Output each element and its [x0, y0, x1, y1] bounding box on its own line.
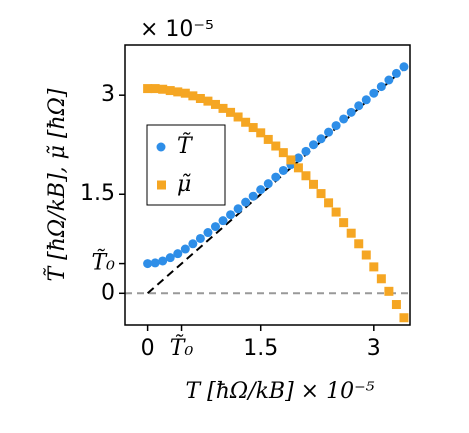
data-point	[158, 256, 168, 266]
data-point	[173, 249, 183, 259]
data-point	[188, 91, 198, 101]
y-axis-label: T̃ [ħΩ/kB], μ̃ [ħΩ]	[44, 88, 70, 281]
data-point	[278, 148, 288, 158]
data-point	[331, 121, 341, 131]
data-point	[399, 313, 409, 323]
data-point	[339, 218, 349, 228]
data-point	[226, 210, 236, 220]
data-point	[150, 258, 160, 268]
y-tick-label: 3	[101, 82, 115, 107]
data-point	[150, 84, 160, 94]
data-point	[180, 88, 190, 98]
y-tick-label: 0	[101, 280, 115, 305]
data-point	[241, 197, 251, 207]
data-point	[248, 191, 258, 201]
data-point	[278, 165, 288, 175]
data-point	[263, 134, 273, 144]
data-point	[384, 75, 394, 85]
data-point	[210, 222, 220, 232]
y-tick-label: 1.5	[80, 181, 115, 206]
data-point	[308, 179, 318, 189]
data-point	[195, 93, 205, 103]
data-point	[143, 259, 153, 269]
data-point	[369, 262, 379, 272]
legend-label: μ̃	[177, 172, 191, 197]
data-point	[165, 253, 175, 263]
x-tick-label: 0	[141, 336, 155, 361]
data-point	[361, 95, 371, 105]
data-point	[271, 141, 281, 151]
y-tick-label: T̃₀	[92, 250, 116, 276]
x-tick-label: 3	[367, 336, 381, 361]
data-point	[369, 88, 379, 98]
data-point	[376, 274, 386, 284]
data-point	[195, 233, 205, 243]
data-point	[263, 179, 273, 189]
data-point	[203, 96, 213, 106]
legend-marker	[157, 180, 166, 190]
data-point	[143, 84, 153, 94]
data-point	[203, 228, 213, 238]
data-point	[399, 62, 409, 72]
data-point	[308, 140, 318, 150]
data-point	[324, 198, 334, 208]
offset-label: × 10⁻⁵	[140, 17, 214, 42]
data-point	[210, 99, 220, 109]
data-point	[256, 185, 266, 195]
data-point	[218, 103, 228, 113]
data-point	[173, 87, 183, 97]
data-point	[226, 107, 236, 117]
data-point	[301, 146, 311, 156]
data-point	[248, 123, 258, 133]
data-point	[188, 239, 198, 249]
data-point	[331, 207, 341, 217]
data-point	[384, 286, 394, 296]
data-point	[376, 82, 386, 92]
data-point	[256, 128, 266, 138]
data-point	[354, 239, 364, 249]
legend-marker	[156, 142, 166, 152]
data-point	[324, 127, 334, 137]
data-point	[241, 117, 251, 127]
data-point	[293, 163, 303, 173]
data-point	[233, 204, 243, 214]
data-point	[361, 250, 371, 260]
data-point	[346, 107, 356, 117]
x-tick-label: T̃₀	[170, 335, 194, 361]
data-point	[286, 155, 296, 165]
data-point	[271, 172, 281, 182]
data-point	[301, 171, 311, 181]
data-point	[339, 114, 349, 124]
data-point	[316, 189, 326, 199]
data-point	[180, 244, 190, 254]
x-axis-label: T [ħΩ/kB] × 10⁻⁵	[186, 379, 375, 404]
legend-box	[146, 124, 226, 206]
data-point	[346, 228, 356, 238]
data-point	[391, 300, 401, 310]
data-point	[233, 112, 243, 122]
data-point	[218, 216, 228, 226]
data-point	[354, 101, 364, 111]
legend-label: T̃	[177, 133, 194, 159]
data-point	[165, 86, 175, 96]
data-point	[158, 84, 168, 94]
data-point	[293, 153, 303, 163]
data-point	[316, 134, 326, 144]
plot-frame	[124, 44, 411, 326]
data-point	[391, 68, 401, 78]
x-tick-label: 1.5	[243, 336, 278, 361]
